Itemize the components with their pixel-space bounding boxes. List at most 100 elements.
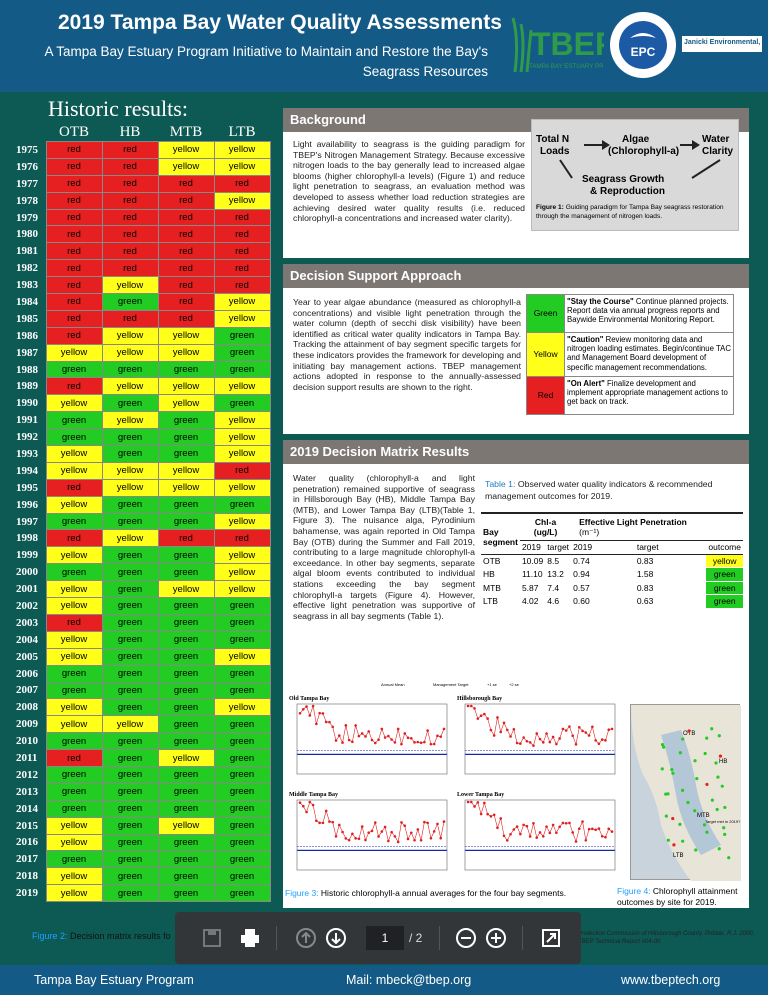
historic-cell: yellow (45, 816, 103, 835)
historic-year: 2006 (16, 667, 38, 680)
decision-swatch: Green (526, 294, 565, 333)
historic-col-header: OTB (59, 124, 89, 140)
series-point (390, 830, 393, 834)
table1-chl-target: target (547, 542, 570, 553)
historic-row: 2014 green green green green (14, 799, 271, 818)
epc-logo-text: EPC (631, 45, 656, 59)
historic-row: 1978 red red red yellow (14, 191, 271, 210)
toolbar-divider (439, 926, 440, 950)
series-point (558, 737, 561, 740)
series-point (499, 730, 503, 734)
historic-year: 2014 (16, 802, 38, 815)
table1-chl-target-val: 7.4 (547, 582, 560, 593)
table1-segment: MTB (483, 582, 501, 593)
series-point (419, 741, 423, 745)
historic-cell: green (101, 512, 159, 531)
historic-cell: yellow (45, 597, 103, 615)
zoom-in-icon[interactable] (485, 927, 507, 949)
series-point (315, 722, 318, 726)
series-point (594, 739, 597, 742)
historic-cell: yellow (213, 293, 271, 311)
series-point (577, 725, 581, 729)
site-marker (670, 767, 674, 772)
historic-cell: red (45, 141, 103, 159)
site-marker (727, 856, 731, 860)
historic-row: 1981 red red red red (14, 242, 271, 261)
historic-cell: green (213, 884, 271, 903)
historic-cell: green (213, 664, 271, 683)
flow-node-chlorophyll: (Chlorophyll-a) (608, 146, 679, 157)
series-point (308, 714, 312, 717)
series-point (541, 835, 545, 838)
series-point (331, 820, 335, 824)
historic-cell: red (101, 208, 159, 227)
series-point (509, 735, 512, 738)
series-point (324, 720, 328, 724)
historic-cell: red (213, 461, 271, 480)
site-marker (705, 782, 709, 787)
next-page-icon[interactable] (325, 927, 347, 949)
table1-light-target-val: 0.83 (636, 582, 654, 593)
site-marker (695, 777, 699, 781)
historic-cell: green (157, 360, 215, 379)
zoom-out-icon[interactable] (455, 927, 477, 949)
series-point (341, 830, 344, 834)
janicki-logo-text: Janicki Environmental, Inc. (684, 39, 762, 46)
historic-year: 1996 (16, 498, 38, 511)
flow-node-reproduction: & Reproduction (590, 186, 665, 197)
historic-cell: red (101, 259, 159, 278)
site-marker (702, 823, 707, 827)
series-point (564, 729, 568, 732)
historic-cell: red (213, 242, 271, 261)
table1-chl-year: 2019 (521, 542, 541, 553)
historic-cell: green (213, 850, 271, 869)
series-point (328, 820, 331, 823)
series-point (426, 729, 429, 732)
historic-cell: green (157, 698, 215, 717)
save-icon[interactable] (201, 927, 223, 949)
site-marker (662, 745, 666, 749)
fit-page-icon[interactable] (540, 927, 562, 949)
series-point (334, 835, 338, 838)
decision-table: Green "Stay the Course" Continue planned … (526, 294, 734, 415)
footer-email[interactable]: Mail: mbeck@tbep.org (346, 973, 472, 987)
historic-cell: green (157, 681, 215, 700)
series-point (321, 821, 325, 825)
plot-title: Old Tampa Bay (289, 696, 329, 702)
table1-chl: 5.87 (521, 582, 539, 593)
series-point (373, 821, 377, 824)
historic-cell: green (101, 647, 159, 666)
background-panel: Background Light availability to seagras… (283, 108, 749, 258)
decision-text: Year to year algae abundance (measured a… (293, 297, 521, 392)
historic-cell: green (213, 816, 271, 835)
footer-website[interactable]: www.tbeptech.org (621, 973, 721, 987)
table1-light: 0.57 (573, 582, 590, 593)
previous-page-icon[interactable] (295, 927, 317, 949)
map-label-ltb: LTB (673, 853, 684, 859)
historic-cell: yellow (157, 326, 215, 345)
table1-label: Table 1: (485, 479, 516, 489)
series-point (406, 837, 410, 841)
site-marker (693, 759, 697, 763)
series-point (383, 736, 387, 739)
historic-cell: green (101, 884, 159, 903)
series-point (515, 825, 519, 828)
series-point (538, 737, 542, 741)
historic-col-header: LTB (228, 124, 256, 140)
footer-organization: Tampa Bay Estuary Program (34, 973, 194, 987)
print-icon[interactable] (239, 927, 261, 949)
historic-header-row: OTB HB MTB LTB (14, 124, 270, 142)
table1-row: HB 11.10 13.2 0.94 1.58 green (481, 567, 743, 582)
historic-year: 2015 (16, 819, 38, 832)
page-number-input[interactable]: 1 (366, 926, 404, 950)
historic-cell: yellow (45, 884, 103, 903)
series-point (305, 705, 308, 708)
historic-cell: green (213, 799, 271, 818)
site-marker (723, 832, 727, 836)
historic-row: 2009 yellow yellow green green (14, 715, 271, 734)
historic-row: 1984 red green red yellow (14, 293, 271, 311)
historic-row: 2019 yellow green green green (14, 884, 271, 903)
series-point (532, 744, 535, 747)
series-point (380, 727, 384, 731)
historic-cell: green (101, 495, 159, 514)
